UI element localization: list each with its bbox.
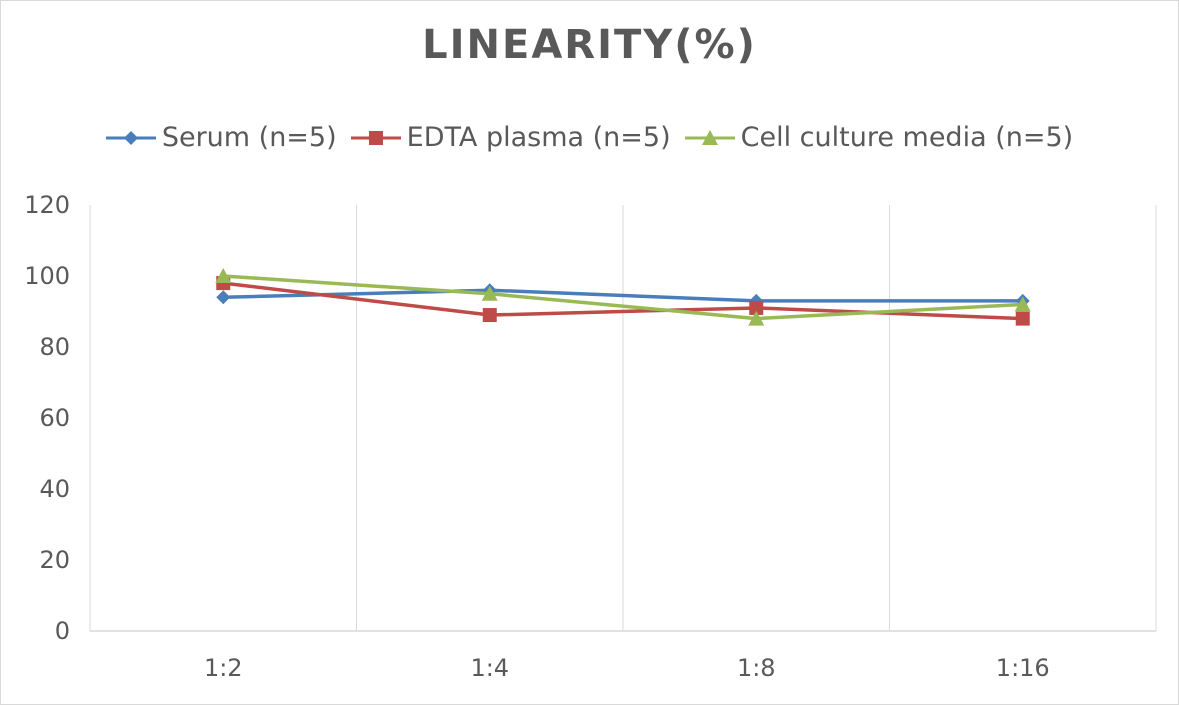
legend-label-serum: Serum (n=5) xyxy=(161,122,337,153)
legend-item-edta: EDTA plasma (n=5) xyxy=(350,122,671,153)
data-point-triangle xyxy=(748,310,765,326)
legend-item-serum: Serum (n=5) xyxy=(105,122,337,153)
x-tick-label: 1:4 xyxy=(470,654,509,682)
data-point-triangle xyxy=(1014,296,1031,312)
legend-item-cell: Cell culture media (n=5) xyxy=(684,122,1074,153)
data-point-diamond xyxy=(216,290,231,305)
legend-marker-edta xyxy=(350,130,401,145)
legend-marker-serum xyxy=(105,130,156,145)
series-line-1 xyxy=(223,281,1023,321)
series-line-0 xyxy=(223,288,1023,303)
x-tick-label: 1:8 xyxy=(737,654,776,682)
x-tick-label: 1:16 xyxy=(996,654,1050,682)
x-tick-label: 1:2 xyxy=(204,654,243,682)
y-tick-label: 120 xyxy=(24,191,70,219)
data-point-square xyxy=(482,308,497,323)
data-point-square xyxy=(749,300,764,315)
y-tick-label: 80 xyxy=(39,333,70,361)
legend-marker-cell xyxy=(684,129,735,145)
data-point-square xyxy=(1015,311,1030,326)
legend-label-cell: Cell culture media (n=5) xyxy=(740,122,1074,153)
data-point-triangle xyxy=(215,268,232,283)
data-point-triangle xyxy=(481,285,498,301)
y-tick-label: 0 xyxy=(55,617,70,645)
y-tick-label: 40 xyxy=(39,475,70,503)
legend-label-edta: EDTA plasma (n=5) xyxy=(406,122,671,153)
y-tick-label: 100 xyxy=(24,262,70,290)
chart-title: LINEARITY(%) xyxy=(422,22,757,68)
legend: Serum (n=5) EDTA plasma (n=5) Cell cultu… xyxy=(0,122,1179,153)
series-line-2 xyxy=(223,274,1023,321)
y-tick-label: 60 xyxy=(39,404,70,432)
y-tick-label: 20 xyxy=(39,546,70,574)
